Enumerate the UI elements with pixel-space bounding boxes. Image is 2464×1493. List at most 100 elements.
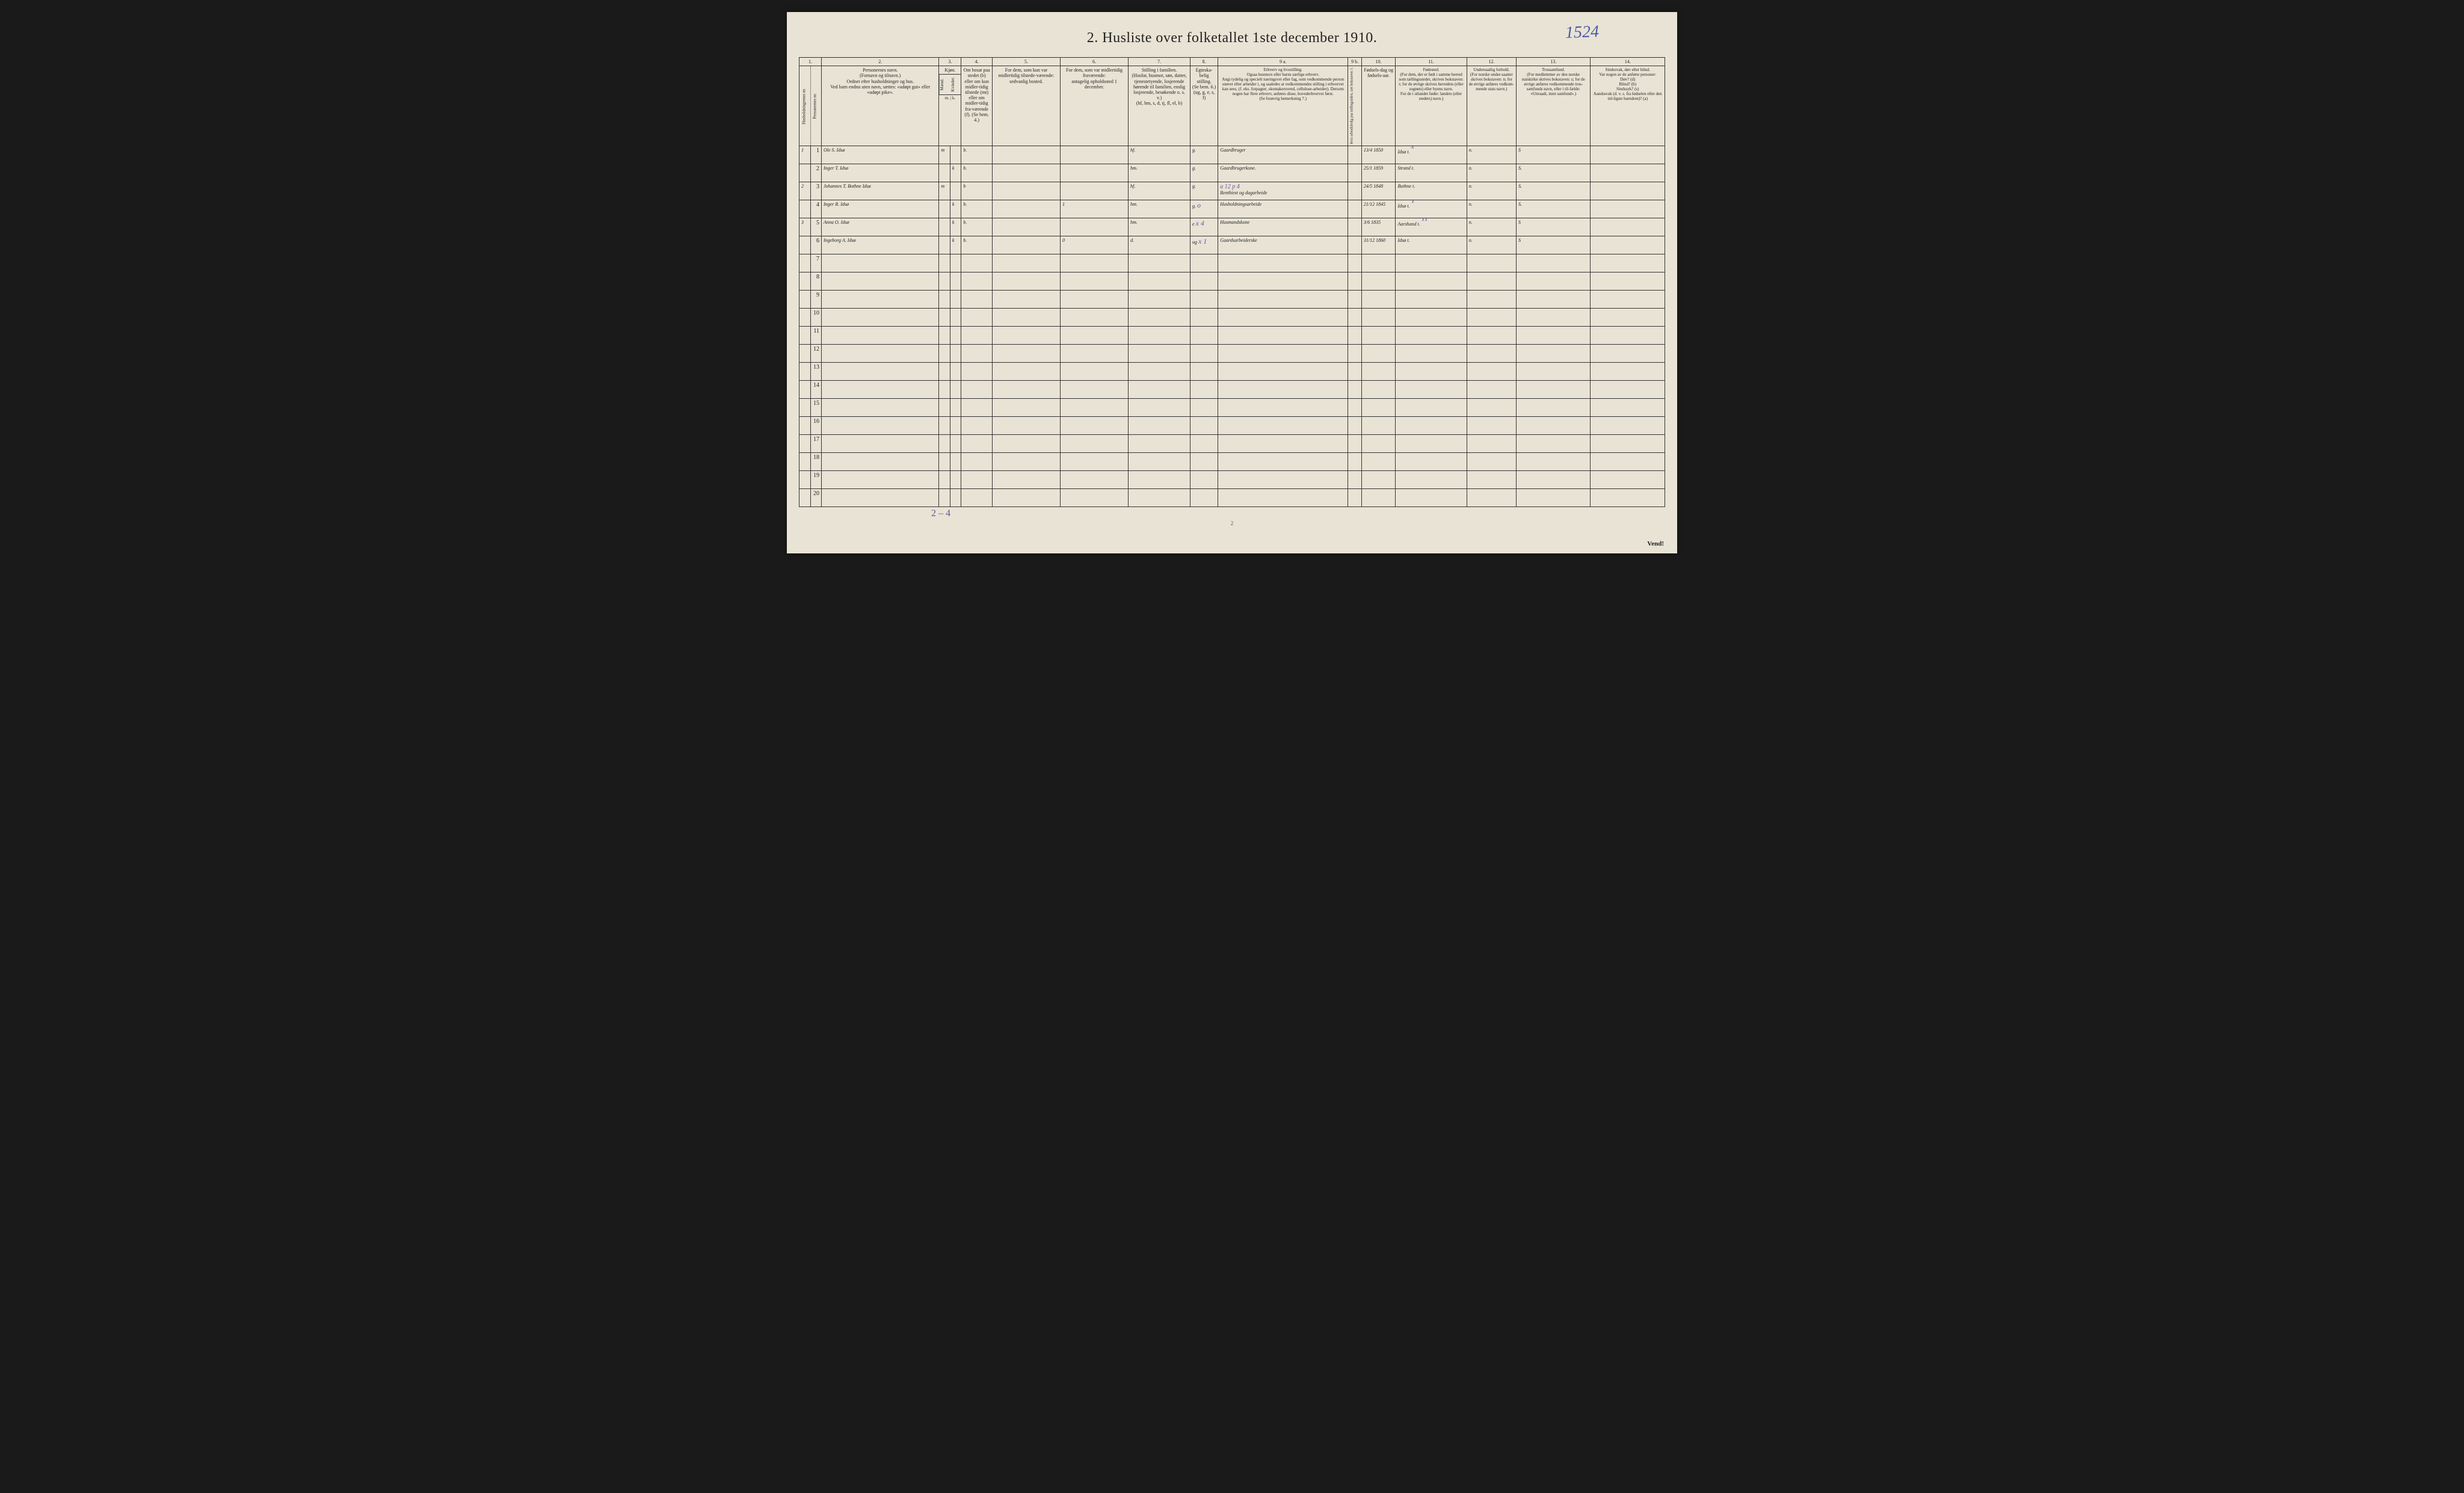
cell xyxy=(939,344,950,362)
cell xyxy=(799,398,811,416)
table-row-empty: 12 xyxy=(799,344,1665,362)
table-row-empty: 17 xyxy=(799,434,1665,452)
cell xyxy=(1129,434,1190,452)
cell xyxy=(1361,380,1396,398)
cell xyxy=(1591,308,1665,326)
colnum-1: 1. xyxy=(799,58,822,66)
cell: n. xyxy=(1467,236,1516,254)
colnum-13: 13. xyxy=(1517,58,1591,66)
colnum-8: 8. xyxy=(1190,58,1218,66)
cell xyxy=(1348,470,1362,488)
cell xyxy=(939,452,950,470)
cell xyxy=(950,416,961,434)
table-row-empty: 15 xyxy=(799,398,1665,416)
cell xyxy=(1060,254,1128,272)
cell xyxy=(992,398,1060,416)
cell xyxy=(1190,380,1218,398)
cell xyxy=(822,254,939,272)
cell xyxy=(1467,452,1516,470)
cell xyxy=(939,200,950,218)
cell xyxy=(1129,362,1190,380)
cell: n. xyxy=(1467,200,1516,218)
cell xyxy=(1129,470,1190,488)
cell xyxy=(1060,272,1128,290)
cell xyxy=(950,434,961,452)
cell xyxy=(1348,236,1362,254)
cell xyxy=(1396,272,1467,290)
cell xyxy=(1060,470,1128,488)
cell xyxy=(1591,434,1665,452)
cell: Strand t. xyxy=(1396,164,1467,182)
cell xyxy=(1361,434,1396,452)
footer-annotation: 2 – 4 xyxy=(799,508,1665,519)
cell: Husmandskone xyxy=(1218,218,1348,236)
cell xyxy=(950,362,961,380)
cell xyxy=(1129,308,1190,326)
table-row-empty: 9 xyxy=(799,290,1665,308)
cell xyxy=(992,218,1060,236)
cell xyxy=(822,344,939,362)
cell: Johannes T. Bothne Idsø xyxy=(822,182,939,200)
cell xyxy=(1060,182,1128,200)
cell: 10 xyxy=(810,308,822,326)
vend-label: Vend! xyxy=(1647,540,1664,547)
cell xyxy=(799,290,811,308)
cell: 4 xyxy=(810,200,822,218)
cell xyxy=(1591,146,1665,164)
cell xyxy=(1218,272,1348,290)
table-row-empty: 8 xyxy=(799,272,1665,290)
cell xyxy=(1591,290,1665,308)
cell: n. xyxy=(1467,182,1516,200)
cell xyxy=(1190,362,1218,380)
hdr-person-nr: Personernes nr. xyxy=(810,66,822,146)
cell xyxy=(1218,254,1348,272)
table-row: 23Johannes T. Bothne Idsømbhf.g.a 12 p 4… xyxy=(799,182,1665,200)
cell xyxy=(822,362,939,380)
cell xyxy=(822,290,939,308)
cell: Idsø t. T xyxy=(1396,200,1467,218)
cell xyxy=(992,326,1060,344)
cell: Inger R. Idsø xyxy=(822,200,939,218)
cell xyxy=(1060,326,1128,344)
cell xyxy=(1361,326,1396,344)
cell xyxy=(961,272,992,290)
cell xyxy=(1190,254,1218,272)
cell xyxy=(1129,488,1190,506)
cell xyxy=(1517,416,1591,434)
cell xyxy=(1361,470,1396,488)
cell: n. xyxy=(1467,164,1516,182)
header-text-row: Husholdningernes nr. Personernes nr. Per… xyxy=(799,66,1665,146)
colnum-10: 10. xyxy=(1361,58,1396,66)
cell xyxy=(1396,326,1467,344)
table-body: 11Ole S. Idsømb.hf.g.Gaardbruger13/4 185… xyxy=(799,146,1665,506)
cell xyxy=(1218,416,1348,434)
cell xyxy=(822,452,939,470)
cell xyxy=(1517,434,1591,452)
cell xyxy=(939,272,950,290)
census-page: 1524 2. Husliste over folketallet 1ste d… xyxy=(787,12,1677,553)
hdr-sindssvak: Sindssvak, døv eller blind. Var nogen av… xyxy=(1591,66,1665,146)
cell xyxy=(961,362,992,380)
cell xyxy=(1060,362,1128,380)
cell xyxy=(1218,308,1348,326)
cell xyxy=(1591,236,1665,254)
cell: 5 xyxy=(810,218,822,236)
cell xyxy=(1129,326,1190,344)
cell xyxy=(992,488,1060,506)
cell xyxy=(1060,146,1128,164)
cell xyxy=(1348,416,1362,434)
cell: k xyxy=(950,164,961,182)
cell xyxy=(950,290,961,308)
cell xyxy=(1517,452,1591,470)
cell xyxy=(1218,344,1348,362)
cell: Bothne t. xyxy=(1396,182,1467,200)
cell xyxy=(1517,290,1591,308)
cell xyxy=(1361,344,1396,362)
hdr-bosat: Om bosat paa stedet (b) eller om kun mid… xyxy=(961,66,992,146)
cell: 19 xyxy=(810,470,822,488)
cell xyxy=(1060,344,1128,362)
cell: g. xyxy=(1190,164,1218,182)
cell xyxy=(1129,398,1190,416)
cell xyxy=(1396,416,1467,434)
cell: 3 xyxy=(799,218,811,236)
